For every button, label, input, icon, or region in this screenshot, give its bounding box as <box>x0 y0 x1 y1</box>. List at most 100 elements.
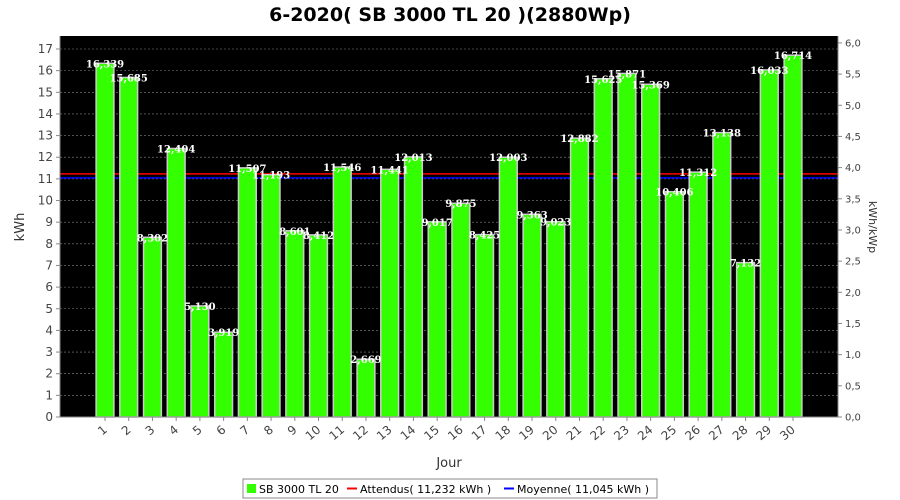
bar <box>641 83 661 418</box>
data-label: 15,685 <box>110 73 148 84</box>
x-tick-label: 2 <box>119 423 134 439</box>
x-tick-label: 30 <box>777 423 798 444</box>
x-tick-label: 15 <box>421 423 442 444</box>
data-label: 8,425 <box>469 231 500 242</box>
bar <box>142 236 163 418</box>
y2-tick-label: 4,5 <box>845 132 861 143</box>
data-label: 11,507 <box>228 164 266 175</box>
x-tick-label: 23 <box>611 423 632 444</box>
bar <box>617 72 637 418</box>
bar <box>735 261 756 418</box>
data-label: 7,132 <box>730 259 761 270</box>
y-tick-label: 15 <box>38 85 53 99</box>
bar <box>380 168 400 418</box>
x-tick-label: 18 <box>493 423 514 444</box>
y2-tick-label: 2,5 <box>845 257 861 268</box>
data-label: 10,406 <box>655 188 693 199</box>
data-label: 12,882 <box>560 134 598 145</box>
bar <box>474 233 495 418</box>
y2-tick-label: 5,0 <box>845 101 861 112</box>
legend-label-moyenne: Moyenne( 11,045 kWh ) <box>517 483 649 496</box>
y2-tick-label: 0,0 <box>845 413 861 424</box>
bar <box>498 156 518 418</box>
bar <box>451 202 471 418</box>
x-tick-label: 10 <box>303 423 324 444</box>
x-tick-label: 29 <box>753 423 774 444</box>
x-tick-label: 22 <box>587 423 608 444</box>
y-tick-label: 5 <box>45 302 53 316</box>
data-label: 12,404 <box>157 144 195 155</box>
y-tick-label: 11 <box>38 172 53 186</box>
y-tick-label: 13 <box>38 129 53 143</box>
bar <box>261 173 281 418</box>
y2-tick-label: 3,0 <box>845 225 861 236</box>
x-axis: 1 2 3 4 5 6 7 8 9 10 11 12 13 14 15 16 17 18 19 20 21 22 23 24 2… <box>60 416 838 444</box>
bar <box>95 62 115 418</box>
bar <box>783 54 803 418</box>
x-axis-label: Jour <box>435 456 462 471</box>
chart-title: 6-2020( SB 3000 TL 20 )(2880Wp) <box>269 4 631 26</box>
bar <box>285 230 305 418</box>
data-label: 15,871 <box>608 69 646 80</box>
bar <box>332 166 352 418</box>
bar <box>237 167 257 418</box>
bar <box>593 78 613 418</box>
x-tick-label: 6 <box>214 423 229 439</box>
y-axis-right-label: kWh/kWp <box>866 201 879 253</box>
y2-tick-label: 1,0 <box>845 350 861 361</box>
x-tick-label: 21 <box>564 423 585 444</box>
bar <box>166 147 186 418</box>
data-label: 9,023 <box>540 218 571 229</box>
bar <box>403 156 424 418</box>
data-label: 13,138 <box>703 129 741 140</box>
bar <box>688 171 708 418</box>
data-label: 12,013 <box>394 153 432 164</box>
y-tick-label: 9 <box>45 215 53 229</box>
data-label: 11,546 <box>323 163 361 174</box>
legend-label-bar: SB 3000 TL 20 <box>259 483 339 496</box>
y2-tick-label: 6,0 <box>845 38 861 49</box>
bar <box>759 69 779 418</box>
x-tick-label: 1 <box>95 423 110 439</box>
x-tick-label: 9 <box>285 423 300 439</box>
y-tick-label: 1 <box>45 388 53 402</box>
x-tick-label: 4 <box>166 423 181 439</box>
data-labels: 16,339 15,685 8,302 12,404 5,130 3,919 11,507 1… <box>86 51 812 366</box>
x-tick-label: 5 <box>190 423 205 439</box>
data-label: 3,919 <box>208 328 239 339</box>
y2-tick-label: 1,5 <box>845 319 861 330</box>
data-label: 11,441 <box>371 165 409 176</box>
bar <box>522 213 542 418</box>
plot-area <box>60 36 838 417</box>
y2-tick-label: 0,5 <box>845 381 861 392</box>
y-tick-label: 16 <box>38 64 53 78</box>
y2-tick-label: 3,5 <box>845 194 861 205</box>
bar <box>190 305 210 418</box>
y2-tick-label: 4,0 <box>845 163 861 174</box>
data-label: 15,369 <box>632 80 670 91</box>
x-tick-label: 11 <box>326 423 347 444</box>
grid-lines <box>60 48 838 396</box>
data-label: 9,875 <box>445 199 476 210</box>
legend-box <box>242 478 658 499</box>
data-label: 16,714 <box>774 51 812 62</box>
data-label: 11,312 <box>679 168 717 179</box>
x-tick-label: 16 <box>445 423 466 444</box>
legend: SB 3000 TL 20 Attendus( 11,232 kWh ) Moy… <box>242 478 658 499</box>
data-label: 8,302 <box>137 233 168 244</box>
data-label: 16,339 <box>86 59 124 70</box>
bar <box>427 221 447 418</box>
y-axis-right: 0,0 0,5 1,0 1,5 2,0 2,5 3,0 3,5 4,0 4,5 5,0 5,5 6,0 <box>837 36 861 424</box>
y-axis-label: kWh <box>13 213 28 242</box>
y-tick-label: 7 <box>45 258 53 272</box>
bar <box>119 76 139 418</box>
x-tick-label: 27 <box>706 423 727 444</box>
data-label: 9,363 <box>516 210 547 221</box>
bar <box>664 190 685 418</box>
data-label: 5,130 <box>184 302 215 313</box>
bar <box>308 234 329 418</box>
x-tick-label: 24 <box>635 423 656 444</box>
bar <box>569 137 590 418</box>
